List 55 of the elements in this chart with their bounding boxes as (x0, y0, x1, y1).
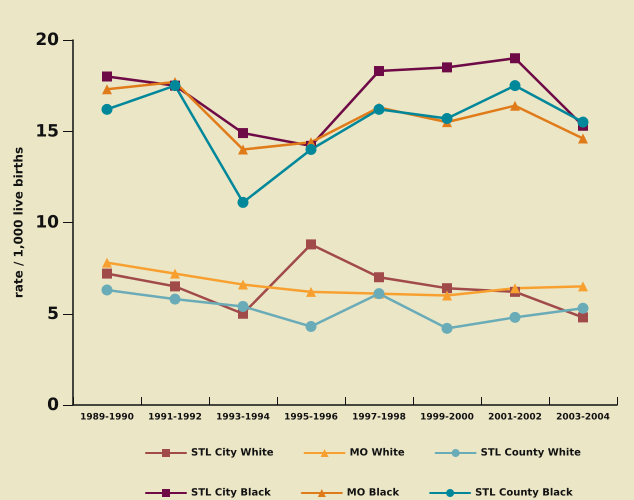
y-tick-label: 20 (35, 30, 60, 50)
legend-label: STL City White (191, 448, 274, 458)
x-tick-label: 1989-1990 (80, 412, 134, 422)
point (102, 258, 112, 268)
x-tick-label: 2001-2002 (488, 412, 542, 422)
point (578, 116, 588, 128)
x-tick-label: 1997-1998 (352, 412, 406, 422)
x-tick-label: 1993-1994 (216, 412, 270, 422)
point (102, 284, 112, 296)
point (578, 312, 588, 322)
point (238, 300, 248, 312)
point (238, 128, 248, 138)
x-tick-label: 1995-1996 (284, 412, 338, 422)
point (238, 280, 248, 290)
y-tick-label: 5 (47, 304, 59, 324)
point (170, 281, 180, 292)
point (578, 302, 588, 314)
point (102, 84, 112, 94)
point (374, 272, 384, 282)
legend-label: MO Black (346, 488, 400, 498)
x-tick-label: 2003-2004 (556, 412, 610, 422)
legend-label: STL County Black (475, 488, 573, 498)
y-tick-label: 0 (47, 395, 60, 415)
point (442, 62, 452, 72)
x-tick-label: 1991-1992 (148, 412, 202, 422)
point (102, 72, 112, 82)
legend-label: STL City Black (191, 488, 272, 498)
legend-label: MO White (350, 448, 405, 458)
point (306, 239, 316, 250)
point (170, 294, 180, 305)
point (306, 286, 316, 297)
point (306, 144, 316, 155)
point (510, 283, 520, 294)
point (442, 283, 452, 294)
point (238, 196, 248, 208)
point (102, 104, 112, 115)
point (102, 268, 112, 279)
point (238, 144, 248, 154)
point (170, 268, 180, 279)
point (578, 281, 588, 292)
x-tick-label: 1999-2000 (420, 412, 474, 422)
point (510, 100, 520, 111)
point (442, 322, 452, 334)
point (442, 112, 452, 124)
point (578, 134, 588, 144)
point (510, 80, 520, 92)
point (510, 312, 520, 323)
point (306, 321, 316, 332)
y-axis-title: rate / 1,000 live births (11, 146, 26, 298)
point (442, 290, 452, 300)
y-tick-label: 10 (35, 212, 60, 232)
point (374, 66, 384, 76)
y-tick-label: 15 (35, 121, 59, 142)
point (510, 53, 520, 64)
legend-label: STL County White (480, 448, 582, 458)
